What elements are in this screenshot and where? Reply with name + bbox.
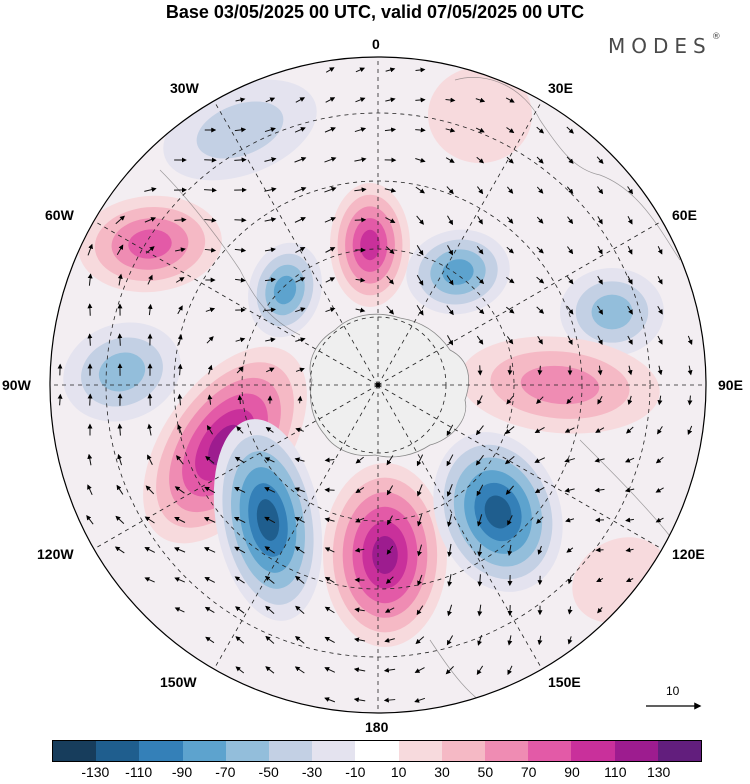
colorbar-swatch <box>571 741 614 761</box>
colorbar-tick-label: -90 <box>172 764 192 780</box>
vector-reference: 10 <box>640 682 704 712</box>
wind-arrow <box>90 334 91 345</box>
lon-label-60e: 60E <box>672 207 697 223</box>
pole-marker <box>376 383 381 388</box>
colorbar-swatch <box>399 741 442 761</box>
lon-label-60w: 60W <box>45 207 74 223</box>
lon-label-0: 0 <box>372 36 380 52</box>
lon-label-30e: 30E <box>548 80 573 96</box>
colorbar-tick-label: -50 <box>259 764 279 780</box>
colorbar-tick-label: -70 <box>215 764 235 780</box>
colorbar-tick-label: -10 <box>345 764 365 780</box>
wind-arrow <box>355 220 365 221</box>
lon-label-180: 180 <box>365 719 388 735</box>
colorbar-swatch <box>312 741 355 761</box>
lon-label-90w: 90W <box>2 377 31 393</box>
brand-logo: MODES® <box>608 34 721 58</box>
colorbar-tick-label: 130 <box>647 764 670 780</box>
anomaly-contour <box>592 295 633 330</box>
colorbar-swatch <box>442 741 485 761</box>
colorbar-swatch <box>355 741 398 761</box>
colorbar-ticks: -130 -110 -90 -70 -50 -30 -10 10 30 50 70 90 110 130 <box>0 764 750 784</box>
anomaly-contour <box>428 67 532 163</box>
colorbar-swatch <box>269 741 312 761</box>
lon-label-30w: 30W <box>170 80 199 96</box>
colorbar-tick-label: 30 <box>434 764 450 780</box>
wind-arrow <box>120 334 121 346</box>
colorbar-swatch <box>485 741 528 761</box>
wind-arrow <box>480 365 481 374</box>
colorbar-swatch <box>183 741 226 761</box>
wind-arrow <box>234 160 245 161</box>
lon-label-120e: 120E <box>672 546 705 562</box>
wind-arrow <box>234 220 245 221</box>
anomaly-contour <box>360 230 380 260</box>
lon-label-90e: 90E <box>718 377 743 393</box>
wind-arrow <box>90 394 91 405</box>
colorbar-swatch <box>658 741 701 761</box>
lon-label-150e: 150E <box>548 674 581 690</box>
colorbar-tick-label: 70 <box>521 764 537 780</box>
wind-arrow <box>415 100 424 101</box>
lon-label-120w: 120W <box>37 546 74 562</box>
lon-label-150w: 150W <box>160 674 197 690</box>
colorbar-swatch <box>528 741 571 761</box>
colorbar-tick-label: 50 <box>478 764 494 780</box>
colorbar-tick-label: -30 <box>302 764 322 780</box>
colorbar-swatch <box>53 741 96 761</box>
colorbar-swatch <box>96 741 139 761</box>
wind-arrow <box>325 490 334 491</box>
brand-name: MODES <box>608 34 712 58</box>
colorbar-tick-label: 90 <box>564 764 580 780</box>
colorbar-swatch <box>139 741 182 761</box>
colorbar <box>52 740 702 762</box>
colorbar-tick-label: 110 <box>604 764 626 780</box>
wind-arrow <box>415 130 425 131</box>
colorbar-tick-label: 10 <box>391 764 407 780</box>
colorbar-swatch <box>615 741 658 761</box>
map-title: Base 03/05/2025 00 UTC, valid 07/05/2025… <box>0 0 750 24</box>
anomaly-contour <box>372 536 398 574</box>
colorbar-tick-label: -130 <box>81 764 109 780</box>
colorbar-tick-label: -110 <box>125 764 152 780</box>
colorbar-swatch <box>226 741 269 761</box>
registered-mark: ® <box>712 32 721 42</box>
